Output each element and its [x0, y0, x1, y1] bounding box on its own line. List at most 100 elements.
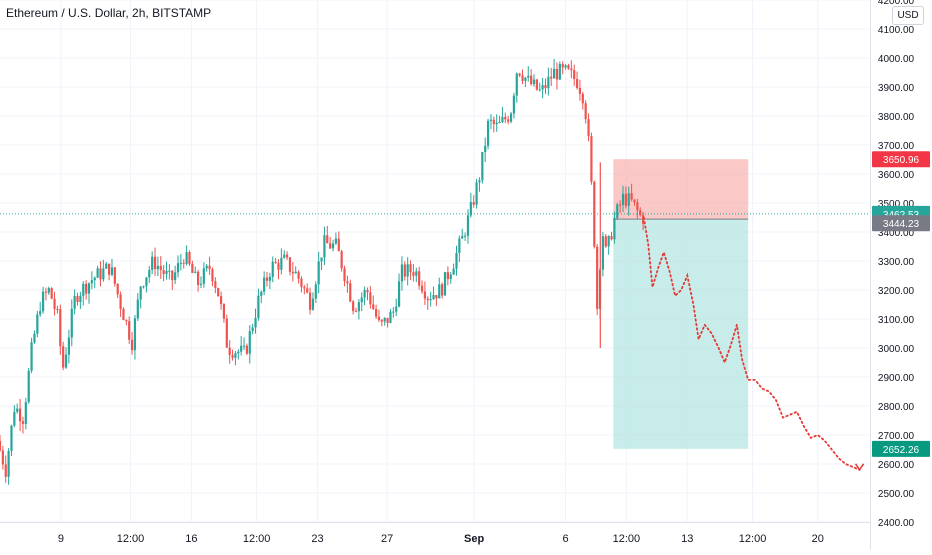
candle: [357, 299, 360, 320]
candle-body: [202, 268, 205, 284]
candle: [291, 261, 294, 282]
candle-body: [601, 236, 605, 270]
candle: [174, 265, 177, 285]
candle-body: [317, 261, 320, 285]
candle: [375, 304, 378, 319]
candle: [535, 78, 538, 91]
candle-body: [395, 306, 398, 312]
candle-body: [435, 295, 438, 299]
candle-body: [406, 264, 409, 277]
candle-body: [616, 204, 619, 219]
candle-body: [188, 252, 191, 264]
candle-body: [340, 251, 343, 269]
candle-body: [337, 238, 340, 252]
candle-body: [423, 291, 427, 299]
candle-body: [107, 263, 111, 275]
candle: [116, 283, 119, 299]
candle-body: [283, 254, 286, 258]
candle: [633, 199, 636, 206]
candle-body: [567, 65, 570, 69]
candle: [188, 250, 191, 266]
candle: [521, 69, 524, 85]
candle: [509, 111, 513, 124]
candle-body: [33, 333, 36, 343]
candle-body: [99, 268, 102, 280]
candle: [70, 299, 73, 347]
candle-body: [257, 295, 260, 318]
candle-body: [265, 277, 269, 281]
candle: [303, 284, 306, 295]
candle: [581, 91, 584, 110]
candle: [438, 277, 441, 299]
candle: [426, 296, 429, 310]
candle: [260, 290, 263, 304]
candle-body: [484, 145, 487, 153]
candle: [532, 74, 536, 87]
candle: [616, 202, 619, 220]
candle-body: [151, 256, 154, 270]
candle: [578, 79, 582, 101]
candle-body: [18, 408, 22, 422]
candle-body: [375, 309, 378, 317]
candle-body: [185, 252, 188, 264]
candle-body: [561, 64, 564, 68]
candle-body: [148, 269, 151, 278]
candle-body: [558, 64, 561, 80]
candle-body: [619, 204, 622, 206]
entry-price-label-bg: [872, 215, 930, 232]
candle: [139, 285, 142, 309]
candle: [211, 267, 214, 287]
candle: [85, 280, 88, 300]
candle: [455, 245, 458, 276]
candle: [0, 435, 2, 452]
candle-body: [553, 68, 556, 79]
candle: [7, 448, 10, 485]
candle-body: [182, 262, 185, 264]
candle-body: [191, 263, 194, 273]
y-tick-label: 3100.00: [878, 315, 915, 326]
candle-body: [79, 295, 82, 302]
candle: [607, 235, 610, 255]
candle-body: [145, 277, 148, 287]
candle: [377, 309, 381, 323]
candle-body: [93, 277, 96, 281]
candle-body: [113, 267, 116, 284]
candle: [449, 272, 452, 284]
candle-body: [329, 243, 332, 249]
candle: [412, 264, 415, 282]
candle-body: [432, 295, 435, 300]
candle: [214, 277, 217, 294]
candle-body: [426, 298, 429, 301]
candle-body: [297, 271, 300, 279]
candle: [159, 256, 162, 279]
candle: [466, 209, 470, 244]
currency-badge[interactable]: USD: [892, 6, 924, 25]
stop-price-label-bg: [872, 151, 930, 168]
target-price-label-bg: [872, 440, 930, 457]
candle-body: [458, 238, 461, 253]
candle: [363, 286, 366, 306]
candle-body: [194, 271, 197, 273]
candle-body: [87, 283, 91, 294]
candle-body: [512, 95, 516, 114]
candle-body: [39, 311, 42, 315]
candle: [125, 319, 128, 326]
candle-body: [128, 321, 131, 340]
candle-body: [133, 318, 137, 351]
candle-body: [507, 119, 510, 122]
y-tick-label: 2600.00: [878, 460, 915, 471]
candle-body: [268, 276, 271, 281]
candle-body: [231, 355, 234, 358]
candle-body: [412, 272, 415, 276]
candle: [446, 266, 449, 286]
candle-body: [527, 75, 530, 78]
candle-body: [449, 274, 452, 280]
candle-body: [4, 464, 7, 477]
candle: [179, 253, 182, 271]
candle-body: [584, 103, 587, 120]
candle-body: [343, 268, 346, 282]
candle: [331, 239, 335, 252]
candle-body: [429, 299, 432, 301]
